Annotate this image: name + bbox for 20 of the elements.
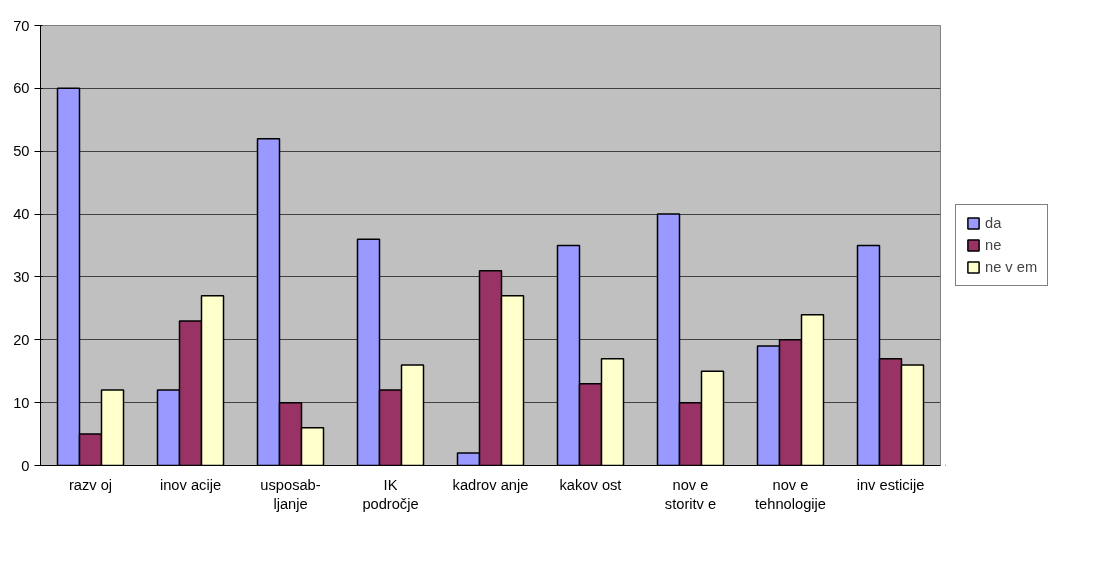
- x-tick-label: inov acije: [159, 476, 222, 493]
- x-tick-label: nov e tehnologije: [755, 476, 826, 512]
- y-tick-label: 50: [13, 143, 30, 160]
- x-tick-label: kadrov anje: [452, 476, 529, 493]
- legend-label: ne: [985, 237, 1003, 253]
- x-tick-label: kakov ost: [559, 476, 622, 493]
- legend-label: da: [985, 215, 1003, 231]
- y-tick-label: 10: [13, 394, 30, 411]
- y-tick-label: 60: [13, 80, 30, 97]
- x-tick-label: inv esticije: [856, 476, 925, 493]
- y-tick-label: 0: [21, 457, 30, 474]
- legend-label: ne v em: [985, 259, 1038, 275]
- x-tick-label: razv oj: [68, 476, 113, 493]
- y-tick-label: 20: [13, 331, 30, 348]
- y-tick-label: 70: [13, 17, 30, 34]
- x-tick-label: IK področje: [362, 476, 419, 512]
- x-tick-label: usposab- ljanje: [260, 476, 321, 512]
- y-tick-label: 40: [13, 206, 30, 223]
- y-tick-label: 30: [13, 268, 30, 285]
- x-tick-label: nov e storitv e: [664, 476, 717, 512]
